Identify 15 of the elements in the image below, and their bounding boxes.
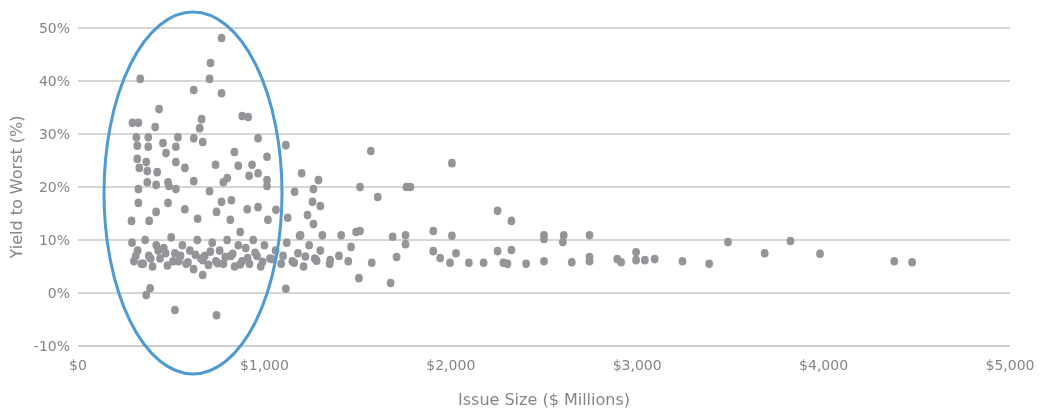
y-tick-label: 20% (38, 178, 70, 195)
x-tick-label: $2,000 (426, 357, 476, 373)
y-tick-label: -10% (33, 337, 70, 354)
y-tick-label: 40% (38, 72, 70, 89)
y-axis-title: Yield to Worst (%) (7, 115, 26, 260)
y-tick-label: 50% (38, 19, 70, 36)
x-tick-label: $0 (69, 357, 87, 373)
x-tick-label: $1,000 (239, 357, 289, 373)
x-tick-label: $4,000 (799, 357, 849, 373)
x-tick-label: $3,000 (612, 357, 662, 373)
y-tick-label: 0% (47, 284, 70, 301)
y-tick-label: 10% (38, 231, 70, 248)
y-tick-label: 30% (38, 125, 70, 142)
x-axis-title: Issue Size ($ Millions) (458, 390, 630, 409)
x-tick-label: $5,000 (985, 357, 1035, 373)
